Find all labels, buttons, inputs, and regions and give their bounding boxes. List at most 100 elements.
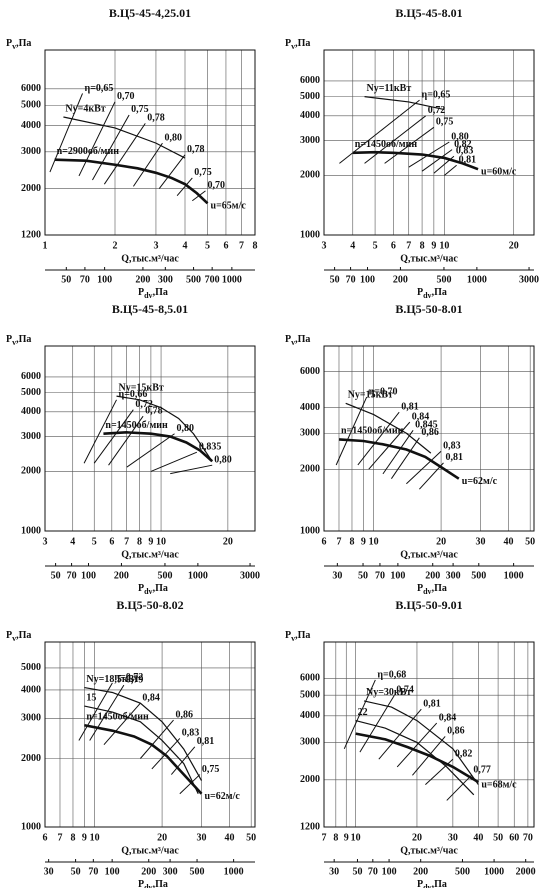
y-axis-label-unit: ,Па (16, 334, 31, 345)
x2-axis-label-sub: dv (423, 291, 431, 300)
efficiency-line (132, 142, 163, 187)
x2-tick-label: 200 (114, 570, 129, 581)
x2-axis-label-unit: ,Па (432, 583, 447, 594)
y-axis-label-sub: v (12, 338, 16, 347)
curve-label: 15 (86, 692, 96, 703)
curve-end-label: u=62м/с (462, 476, 498, 487)
curve-end-label: u=62м/с (205, 791, 241, 802)
x2-tick-label: 3000 (240, 570, 260, 581)
efficiency-label: η=0,72 (114, 672, 143, 683)
curve (116, 395, 213, 462)
efficiency-line (140, 719, 174, 759)
x2-tick-label: 200 (425, 570, 440, 581)
y-axis-label-sub: v (291, 634, 295, 643)
x2-tick-label: 70 (67, 570, 77, 581)
y-axis-label: Pv,Па (6, 38, 31, 51)
x2-axis-label-unit: ,Па (432, 287, 447, 298)
x2-tick-label: 70 (346, 274, 356, 285)
curve-label: n=1450об/мин (355, 139, 418, 150)
x2-axis-label-sub: dv (144, 883, 152, 888)
x-tick-label: 5 (205, 240, 210, 251)
efficiency-label: 0,80 (164, 132, 182, 143)
curve (84, 723, 203, 795)
y-axis-label-unit: ,Па (295, 334, 310, 345)
y-tick-label: 5000 (21, 662, 41, 673)
efficiency-label: 0,75 (436, 117, 454, 128)
y-tick-label: 3000 (21, 431, 41, 442)
x-tick-label: 30 (197, 832, 207, 843)
x2-tick-label: 70 (375, 570, 385, 581)
x-tick-label: 7 (124, 536, 129, 547)
efficiency-line (108, 415, 144, 466)
efficiency-label: η=0,68 (377, 669, 406, 680)
x2-tick-label: 2000 (516, 866, 536, 877)
efficiency-line (335, 396, 368, 466)
x-tick-label: 20 (157, 832, 167, 843)
efficiency-label: 0,80 (451, 131, 469, 142)
efficiency-label: 0,845 (415, 420, 438, 431)
efficiency-label: 0,78 (145, 406, 163, 417)
y-axis-label: Pv,Па (285, 334, 310, 347)
efficiency-label: 0,78 (187, 144, 205, 155)
efficiency-line (364, 115, 427, 164)
y-tick-label: 6000 (300, 673, 320, 684)
x2-axis-label: Pdv,Па (417, 287, 447, 300)
x-tick-label: 40 (224, 832, 234, 843)
x-tick-label: 4 (70, 536, 75, 547)
x2-axis-label: Pdv,Па (138, 287, 168, 300)
efficiency-label: 0,75 (131, 104, 149, 115)
x-tick-label: 7 (239, 240, 244, 251)
x2-tick-label: 300 (158, 274, 173, 285)
x-tick-label: 5 (373, 240, 378, 251)
y-tick-label: 2000 (300, 464, 320, 475)
x-tick-label: 4 (183, 240, 188, 251)
x-tick-label: 50 (493, 832, 503, 843)
efficiency-label: η=0,65 (422, 89, 451, 100)
x-tick-label: 6 (322, 536, 327, 547)
efficiency-label: 0,835 (199, 442, 222, 453)
efficiency-label: 0,81 (423, 698, 441, 709)
y-tick-label: 4000 (300, 402, 320, 413)
y-tick-label: 3000 (21, 146, 41, 157)
y-tick-label: 6000 (21, 371, 41, 382)
efficiency-label: 0,77 (473, 765, 491, 776)
y-tick-label: 2000 (21, 753, 41, 764)
y-tick-label: 6000 (300, 75, 320, 86)
x2-axis-label: Pdv,Па (138, 583, 168, 596)
x2-tick-label: 50 (330, 274, 340, 285)
x2-tick-label: 500 (471, 570, 486, 581)
x2-tick-label: 100 (360, 274, 375, 285)
y-tick-label: 1000 (21, 525, 41, 536)
x2-tick-label: 300 (446, 570, 461, 581)
x2-tick-label: 200 (135, 274, 150, 285)
y-tick-label: 5000 (300, 690, 320, 701)
y-tick-label: 4000 (300, 710, 320, 721)
x-tick-label: 6 (391, 240, 396, 251)
efficiency-line (446, 774, 472, 801)
efficiency-label: 0,74 (396, 685, 414, 696)
chart-title: В.Ц5-50-8.02 (116, 598, 183, 612)
y-tick-label: 1200 (300, 821, 320, 832)
x2-tick-label: 3000 (519, 274, 539, 285)
x2-axis-label-sub: dv (423, 883, 431, 888)
efficiency-label: 0,72 (135, 399, 153, 410)
y-axis-label-sub: v (291, 338, 295, 347)
y-tick-label: 6000 (300, 366, 320, 377)
x2-axis-label-main: P (417, 879, 423, 888)
efficiency-label: 0,80 (177, 423, 195, 434)
x-axis-label: Q,тыс.м³/час (400, 845, 458, 856)
x-tick-label: 9 (82, 832, 87, 843)
efficiency-label: 0,83 (182, 728, 200, 739)
x-tick-label: 1 (43, 240, 48, 251)
efficiency-label: 0,84 (142, 692, 160, 703)
efficiency-label: 0,86 (447, 726, 465, 737)
curve-label: n=2900об/мин (57, 146, 120, 157)
curve (63, 116, 186, 159)
efficiency-label: 0,81 (197, 736, 215, 747)
x2-tick-label: 1000 (504, 570, 524, 581)
curve (103, 431, 214, 463)
x-tick-label: 8 (420, 240, 425, 251)
x2-tick-label: 200 (141, 866, 156, 877)
x-tick-label: 10 (369, 536, 379, 547)
x-axis-label: Q,тыс.м³/час (121, 845, 179, 856)
